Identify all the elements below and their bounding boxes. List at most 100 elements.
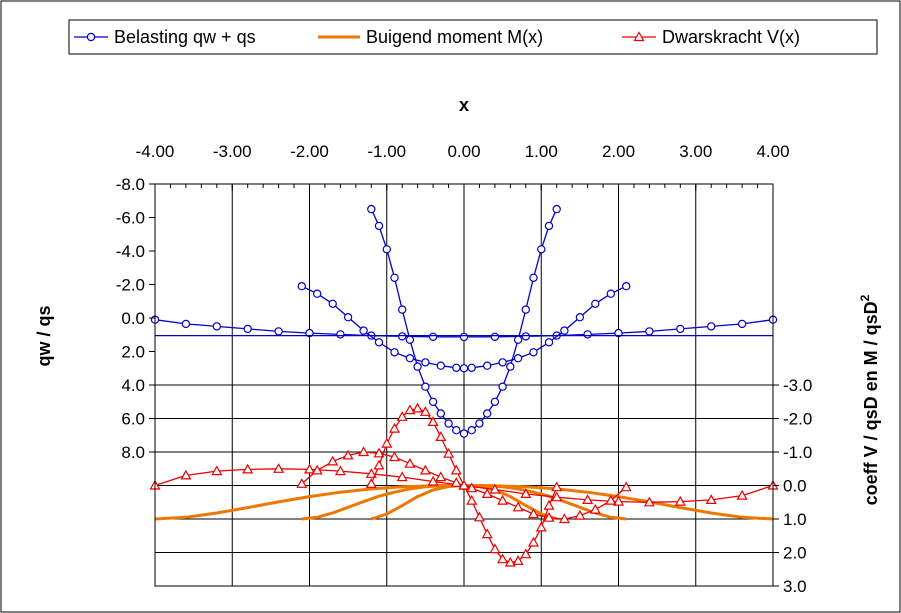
- marker-dwarskracht: [435, 431, 447, 441]
- marker-belasting: [436, 409, 445, 418]
- marker-dwarskracht: [497, 553, 509, 564]
- marker-belasting: [336, 330, 345, 339]
- marker-dwarskracht: [512, 501, 524, 512]
- marker-dwarskracht: [242, 463, 254, 474]
- marker-dwarskracht: [427, 475, 439, 486]
- y-right-tick-label: 0.0: [783, 477, 807, 496]
- marker-belasting: [421, 358, 430, 367]
- marker-dwarskracht: [419, 464, 431, 475]
- marker-dwarskracht: [527, 508, 540, 519]
- y-left-tick-label: -4.0: [116, 242, 145, 261]
- marker-belasting: [521, 305, 531, 314]
- marker-belasting: [521, 332, 531, 341]
- marker-dwarskracht: [497, 494, 509, 505]
- marker-belasting: [297, 282, 306, 291]
- legend-box: [68, 19, 878, 55]
- marker-dwarskracht: [489, 483, 501, 494]
- marker-dwarskracht: [381, 437, 393, 448]
- marker-belasting: [459, 332, 469, 342]
- marker-dwarskracht: [296, 478, 308, 488]
- marker-dwarskracht: [504, 556, 516, 567]
- marker-dwarskracht: [365, 478, 377, 488]
- marker-dwarskracht: [180, 469, 192, 480]
- grid-lines: [155, 184, 773, 586]
- x-tick-label: -4.00: [136, 142, 175, 161]
- marker-belasting: [328, 299, 337, 308]
- marker-dwarskracht: [388, 422, 401, 433]
- marker-dwarskracht: [396, 471, 408, 482]
- marker-belasting: [212, 322, 221, 331]
- marker-belasting: [498, 382, 507, 391]
- marker-belasting: [645, 327, 654, 336]
- marker-dwarskracht: [527, 536, 540, 547]
- marker-dwarskracht: [373, 459, 385, 470]
- marker-belasting: [305, 328, 314, 338]
- marker-dwarskracht: [435, 471, 447, 482]
- marker-dwarskracht: [543, 511, 555, 522]
- marker-dwarskracht: [450, 477, 462, 487]
- marker-dwarskracht: [481, 528, 493, 539]
- marker-dwarskracht: [373, 447, 385, 458]
- marker-belasting: [552, 204, 561, 214]
- marker-dwarskracht: [674, 495, 686, 506]
- marker-dwarskracht: [443, 447, 455, 458]
- marker-belasting: [436, 361, 445, 370]
- x-tick-label: -3.00: [213, 142, 252, 161]
- marker-dwarskracht: [342, 449, 354, 460]
- legend: Belasting qw + qs Buigend moment M(x) Dw…: [68, 19, 878, 55]
- marker-belasting: [560, 326, 569, 335]
- y-right-tick-label: -2.0: [783, 410, 812, 429]
- marker-dwarskracht: [481, 488, 493, 498]
- y-left-tick-label: -6.0: [116, 209, 145, 228]
- marker-dwarskracht: [705, 494, 717, 504]
- x-tick-label: 3.00: [679, 142, 712, 161]
- axis-ticks: -4.00 -3.00 -2.00 -1.00 0.00 1.00 2.00 3.00 4.00…: [116, 142, 813, 596]
- legend-label-belasting: Belasting qw + qs: [114, 27, 256, 47]
- marker-belasting: [575, 313, 585, 322]
- marker-dwarskracht: [543, 499, 555, 510]
- marker-belasting: [513, 335, 523, 344]
- marker-belasting: [374, 221, 384, 231]
- y-left-tick-label: 2.0: [121, 343, 145, 362]
- legend-label-dwarskracht: Dwarskracht V(x): [662, 27, 800, 47]
- marker-belasting: [359, 326, 368, 335]
- marker-belasting: [707, 322, 716, 331]
- marker-dwarskracht: [466, 482, 478, 493]
- marker-belasting: [544, 221, 554, 231]
- y-left-tick-label: 8.0: [121, 443, 145, 462]
- marker-dwarskracht: [412, 402, 424, 413]
- legend-marker-belasting: [86, 32, 96, 42]
- marker-dwarskracht: [404, 404, 416, 415]
- marker-belasting: [490, 332, 500, 341]
- marker-belasting: [544, 338, 554, 347]
- marker-dwarskracht: [605, 494, 617, 505]
- y-left-tick-label: 4.0: [121, 376, 145, 395]
- marker-belasting: [421, 382, 430, 391]
- marker-dwarskracht: [520, 548, 532, 559]
- marker-belasting: [490, 397, 500, 406]
- legend-entry-moment: Buigend moment M(x): [318, 27, 543, 47]
- legend-entry-belasting: Belasting qw + qs: [74, 27, 256, 47]
- marker-dwarskracht: [365, 468, 377, 478]
- marker-dwarskracht: [473, 511, 485, 522]
- marker-belasting: [181, 319, 191, 329]
- marker-belasting: [498, 358, 507, 367]
- y-left-tick-label: -2.0: [116, 276, 145, 295]
- marker-belasting: [506, 362, 515, 371]
- marker-dwarskracht: [551, 491, 563, 502]
- marker-belasting: [390, 348, 399, 357]
- marker-belasting: [274, 327, 283, 336]
- marker-belasting: [676, 324, 685, 334]
- marker-belasting: [452, 426, 461, 435]
- marker-belasting: [444, 419, 453, 428]
- marker-dwarskracht: [303, 463, 316, 474]
- marker-dwarskracht: [582, 494, 594, 504]
- marker-dwarskracht: [358, 446, 370, 457]
- y-right-axis-label: coeff V / qsD en M / qsD2: [858, 294, 881, 505]
- marker-dwarskracht: [211, 465, 223, 476]
- marker-belasting: [483, 361, 492, 370]
- x-tick-label: -2.00: [290, 142, 329, 161]
- marker-belasting: [467, 363, 476, 372]
- y-left-tick-label: 0.0: [121, 309, 145, 328]
